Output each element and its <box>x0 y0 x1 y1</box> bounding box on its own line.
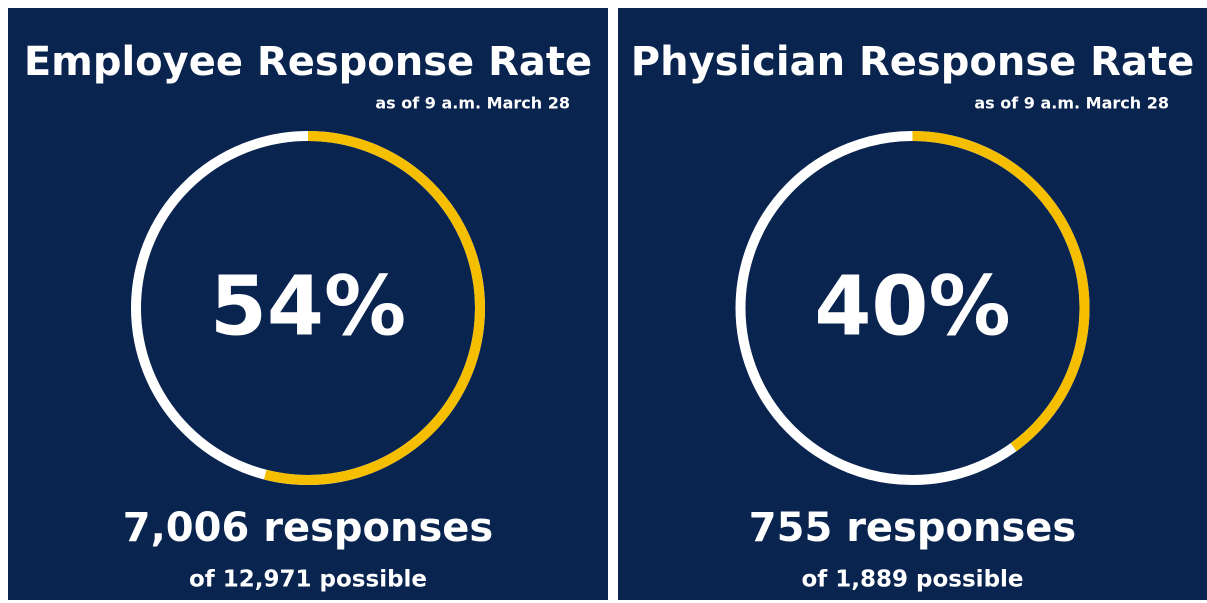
chart-title: Physician Response Rate <box>631 39 1194 85</box>
responses-possible: of 1,889 possible <box>801 567 1023 593</box>
chart-title: Employee Response Rate <box>24 39 592 85</box>
responses-count: 7,006 responses <box>123 505 493 551</box>
chart-subtitle: as of 9 a.m. March 28 <box>974 94 1169 113</box>
panel <box>618 8 1207 600</box>
chart-subtitle: as of 9 a.m. March 28 <box>375 94 570 113</box>
gauge-value-label: 54% <box>210 259 406 354</box>
panel <box>8 8 608 600</box>
gauge-arc <box>263 131 485 485</box>
gauge-arc <box>912 131 1090 452</box>
gauge-value-label: 40% <box>814 259 1010 354</box>
responses-possible: of 12,971 possible <box>189 567 427 593</box>
responses-count: 755 responses <box>749 505 1076 551</box>
